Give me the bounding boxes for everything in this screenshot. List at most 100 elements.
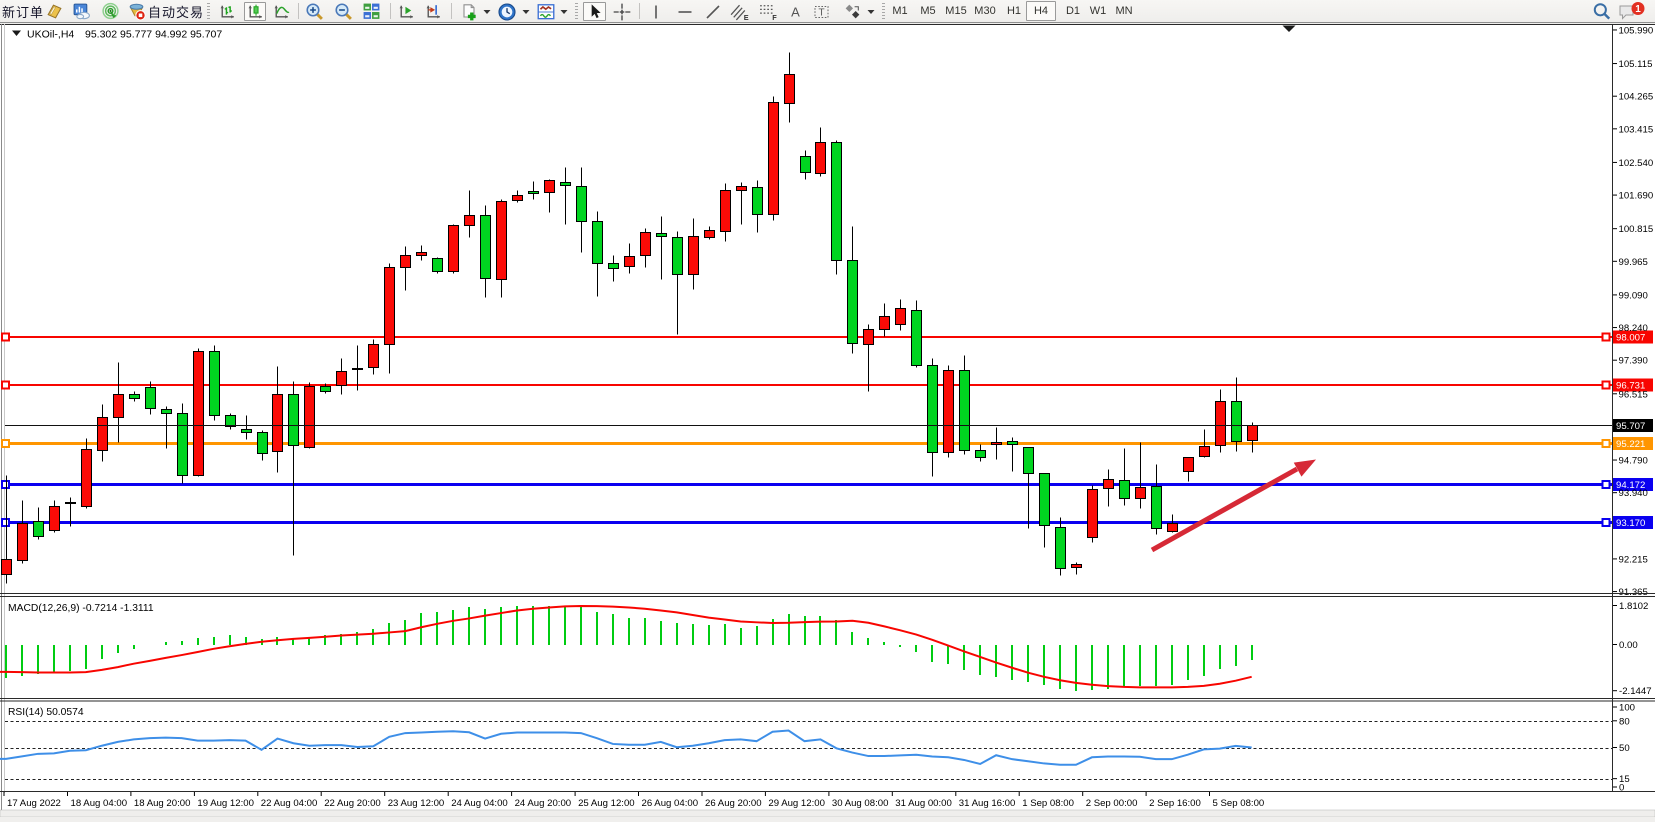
- svg-text:F: F: [772, 13, 777, 21]
- indicators-button[interactable]: [459, 2, 479, 21]
- line-anchor-marker[interactable]: [1601, 439, 1611, 448]
- chart-shift-button[interactable]: [424, 2, 443, 21]
- timeframe-h4[interactable]: H4: [1026, 1, 1056, 21]
- price-level-badge-label: 96.731: [1616, 381, 1645, 392]
- toolbar-drag-handle[interactable]: [575, 3, 578, 19]
- timeframe-mn[interactable]: MN: [1115, 5, 1133, 17]
- timeframe-m15[interactable]: M15: [945, 5, 967, 17]
- timeframe-m1[interactable]: M1: [892, 5, 908, 17]
- candle-body: [959, 370, 970, 451]
- price-tick-label: 96.515: [1619, 389, 1648, 400]
- candle-body: [177, 413, 188, 476]
- search-button[interactable]: [1592, 2, 1612, 21]
- date-tick-label: 23 Aug 12:00: [388, 798, 445, 809]
- fibonacci-tool[interactable]: F: [758, 2, 778, 21]
- candle-body: [17, 523, 28, 561]
- candlestick-chart-button[interactable]: [244, 2, 266, 21]
- arrows-dropdown[interactable]: [867, 2, 875, 21]
- strategy-signal-button[interactable]: [101, 2, 120, 21]
- chart-window: 98.007 96.731 95.221 94.172 93.170 95.707 10…: [0, 24, 1655, 818]
- line-anchor-marker[interactable]: [1601, 332, 1611, 342]
- vertical-line-tool[interactable]: [648, 2, 664, 21]
- equidistant-channel-tool[interactable]: E: [729, 2, 749, 21]
- timeframe-h1[interactable]: H1: [1006, 5, 1022, 17]
- candle-body: [1119, 480, 1130, 499]
- candle: [1055, 517, 1066, 576]
- auto-trading-toggle[interactable]: 自动交易: [148, 2, 204, 21]
- candle-body: [161, 409, 172, 414]
- templates-button[interactable]: [536, 2, 556, 21]
- market-watch-button[interactable]: [45, 2, 64, 21]
- zoom-out-button[interactable]: [334, 2, 354, 21]
- tile-windows-button[interactable]: [362, 2, 381, 21]
- auto-scroll-button[interactable]: [397, 2, 416, 21]
- line-anchor-marker[interactable]: [1, 480, 10, 489]
- candle-body: [847, 260, 858, 344]
- chart-canvas[interactable]: 98.007 96.731 95.221 94.172 93.170 95.707 10…: [0, 24, 1655, 818]
- horizontal-line-tool[interactable]: [676, 2, 694, 21]
- candle-body: [943, 370, 954, 453]
- line-anchor-marker[interactable]: [1, 380, 10, 390]
- candle-body: [1071, 564, 1082, 568]
- text-label-tool[interactable]: T: [812, 2, 832, 21]
- text-tool[interactable]: A: [787, 2, 804, 21]
- candle-body: [97, 417, 108, 451]
- candle-body: [927, 365, 938, 453]
- timeframe-w1[interactable]: W1: [1089, 5, 1107, 17]
- candle-body: [288, 394, 299, 446]
- periods-dropdown[interactable]: [522, 2, 530, 21]
- svg-text:E: E: [744, 13, 749, 21]
- line-anchor-marker[interactable]: [1, 518, 10, 527]
- toolbar-separator: [298, 3, 299, 19]
- candle-body: [416, 252, 427, 256]
- new-chart-button[interactable]: [72, 2, 91, 21]
- crosshair-tool-button[interactable]: [612, 2, 632, 21]
- date-tick-label: 2 Sep 00:00: [1086, 798, 1138, 809]
- line-anchor-marker[interactable]: [1, 439, 10, 448]
- line-anchor-marker[interactable]: [1601, 480, 1611, 489]
- line-anchor-marker[interactable]: [1601, 380, 1611, 390]
- timeframe-d1[interactable]: D1: [1065, 5, 1081, 17]
- rsi-indicator-label: RSI(14) 50.0574: [8, 707, 84, 718]
- indicators-dropdown[interactable]: [483, 2, 491, 21]
- price-tick-label: 102.540: [1619, 158, 1654, 169]
- new-order-button[interactable]: 新订单: [2, 2, 44, 21]
- templates-dropdown[interactable]: [560, 2, 568, 21]
- chart-shift-marker[interactable]: [1282, 25, 1296, 33]
- candle-body: [225, 415, 236, 427]
- price-level-badge: [1613, 516, 1653, 529]
- date-tick-label: 24 Aug 20:00: [515, 798, 572, 809]
- bar-chart-button[interactable]: [218, 2, 237, 21]
- candle: [464, 190, 475, 238]
- trend-arrow-head[interactable]: [1293, 459, 1316, 477]
- price-tick-label: 105.990: [1619, 25, 1654, 36]
- trendline-tool[interactable]: [704, 2, 722, 21]
- candle: [1, 475, 12, 584]
- line-chart-button[interactable]: [272, 2, 291, 21]
- candle-body: [1007, 441, 1018, 445]
- candle-body: [1103, 479, 1114, 489]
- timeframe-m5[interactable]: M5: [920, 5, 936, 17]
- auto-trading-button[interactable]: [127, 2, 146, 21]
- radar-icon: [102, 2, 119, 20]
- arrows-tool[interactable]: [843, 2, 862, 21]
- periods-button[interactable]: [497, 2, 517, 21]
- candle: [177, 403, 188, 484]
- symbol-dropdown-icon[interactable]: [12, 30, 21, 37]
- cursor-tool-button[interactable]: [583, 2, 606, 21]
- notifications-button[interactable]: 1: [1618, 2, 1648, 21]
- candle: [1183, 457, 1194, 482]
- line-anchor-marker[interactable]: [1, 332, 10, 342]
- candle: [352, 345, 363, 391]
- trendline-icon: [706, 4, 720, 19]
- zoom-in-button[interactable]: [305, 2, 325, 21]
- candle-body: [528, 191, 539, 194]
- toolbar-drag-handle[interactable]: [882, 3, 885, 19]
- line-anchor-marker[interactable]: [1601, 518, 1611, 527]
- candle-body: [33, 521, 44, 537]
- candle: [640, 228, 651, 268]
- toolbar-drag-handle[interactable]: [207, 3, 210, 19]
- timeframe-m30[interactable]: M30: [974, 5, 996, 17]
- trend-arrow-line[interactable]: [1150, 466, 1299, 553]
- toolbar-separator: [639, 3, 640, 19]
